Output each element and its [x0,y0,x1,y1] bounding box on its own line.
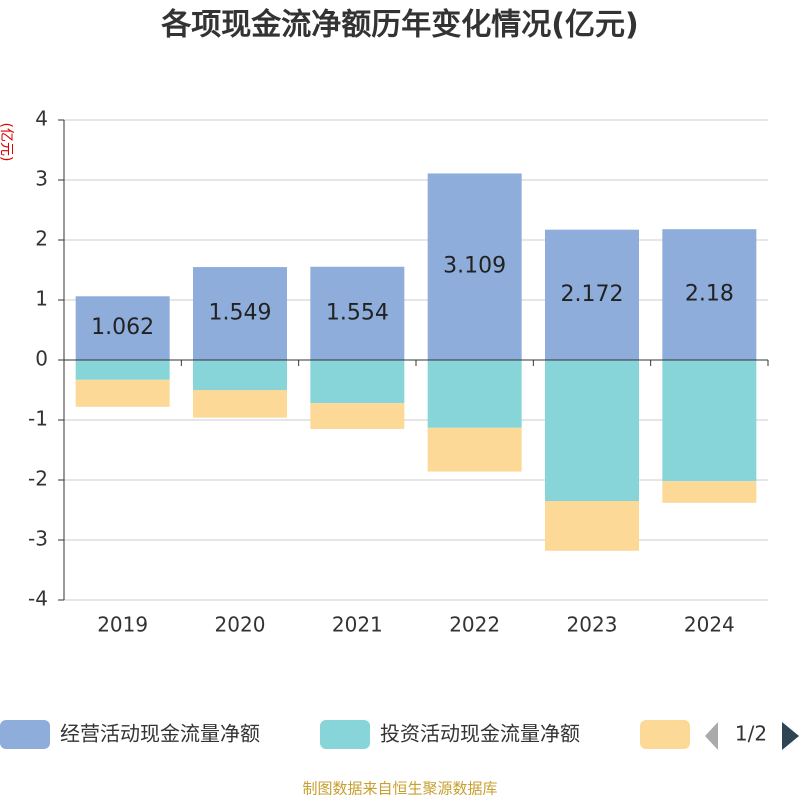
legend-swatch [640,720,690,749]
y-tick-label: -3 [28,527,48,551]
bar [662,481,757,503]
bar [193,390,287,418]
bar [545,360,639,501]
bar [310,403,405,429]
bar [662,360,757,482]
legend-swatch [320,720,370,749]
y-tick-label: 3 [35,167,48,191]
bar [193,360,287,390]
y-tick-label: 2 [35,227,48,251]
legend-label: 经营活动现金流量净额 [60,722,260,746]
bar [427,173,522,360]
bar [662,229,757,360]
legend-next[interactable] [782,722,799,750]
chart-title: 各项现金流净额历年变化情况(亿元) [160,8,638,43]
bar [75,296,170,360]
x-tick-label: 2024 [684,613,735,637]
bar [75,379,170,407]
x-tick-label: 2022 [449,613,500,637]
y-tick-label: 4 [35,107,48,131]
legend-swatch [0,720,50,749]
y-tick-label: -1 [28,407,48,431]
y-tick-label: 1 [35,287,48,311]
bar [545,229,639,360]
data-label: 3.109 [443,254,506,279]
bar [427,427,522,472]
y-tick-label: -2 [28,467,48,491]
x-tick-label: 2020 [215,613,266,637]
bar [427,360,522,428]
data-label: 1.549 [209,301,272,326]
bar [75,360,170,380]
bar [545,501,639,551]
bar [310,360,405,404]
legend-prev[interactable] [705,722,718,750]
bar [193,267,287,360]
source-note: 制图数据来自恒生聚源数据库 [302,780,497,798]
legend-page: 1/2 [735,722,767,746]
legend-label: 投资活动现金流量净额 [380,722,580,746]
x-tick-label: 2019 [97,613,148,637]
x-tick-label: 2021 [332,613,383,637]
y-tick-label: -4 [28,587,48,611]
data-label: 1.554 [326,300,389,325]
data-label: 2.172 [561,282,624,307]
x-tick-label: 2023 [567,613,618,637]
data-label: 2.18 [685,282,734,307]
data-label: 1.062 [91,315,154,340]
y-tick-label: 0 [35,347,48,371]
bar [310,266,405,360]
y-axis-label: (亿元) [0,123,14,162]
